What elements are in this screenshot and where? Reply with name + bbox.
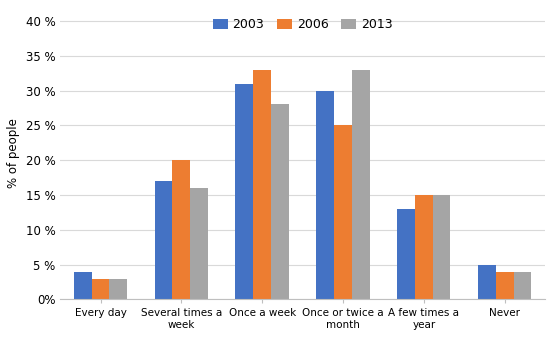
Bar — [415, 195, 433, 300]
Bar — [236, 84, 253, 300]
Bar — [155, 181, 172, 300]
Bar — [433, 195, 450, 300]
Bar — [74, 272, 92, 300]
Bar — [109, 279, 127, 300]
Bar — [352, 70, 370, 300]
Bar — [496, 272, 513, 300]
Bar — [397, 209, 415, 300]
Bar — [334, 125, 352, 300]
Bar — [190, 188, 208, 300]
Y-axis label: % of people: % of people — [7, 118, 20, 188]
Bar — [253, 70, 271, 300]
Bar — [92, 279, 109, 300]
Bar — [478, 265, 496, 300]
Bar — [513, 272, 532, 300]
Bar — [316, 91, 334, 300]
Bar — [271, 104, 289, 300]
Legend: 2003, 2006, 2013: 2003, 2006, 2013 — [208, 13, 397, 36]
Bar — [172, 160, 190, 300]
